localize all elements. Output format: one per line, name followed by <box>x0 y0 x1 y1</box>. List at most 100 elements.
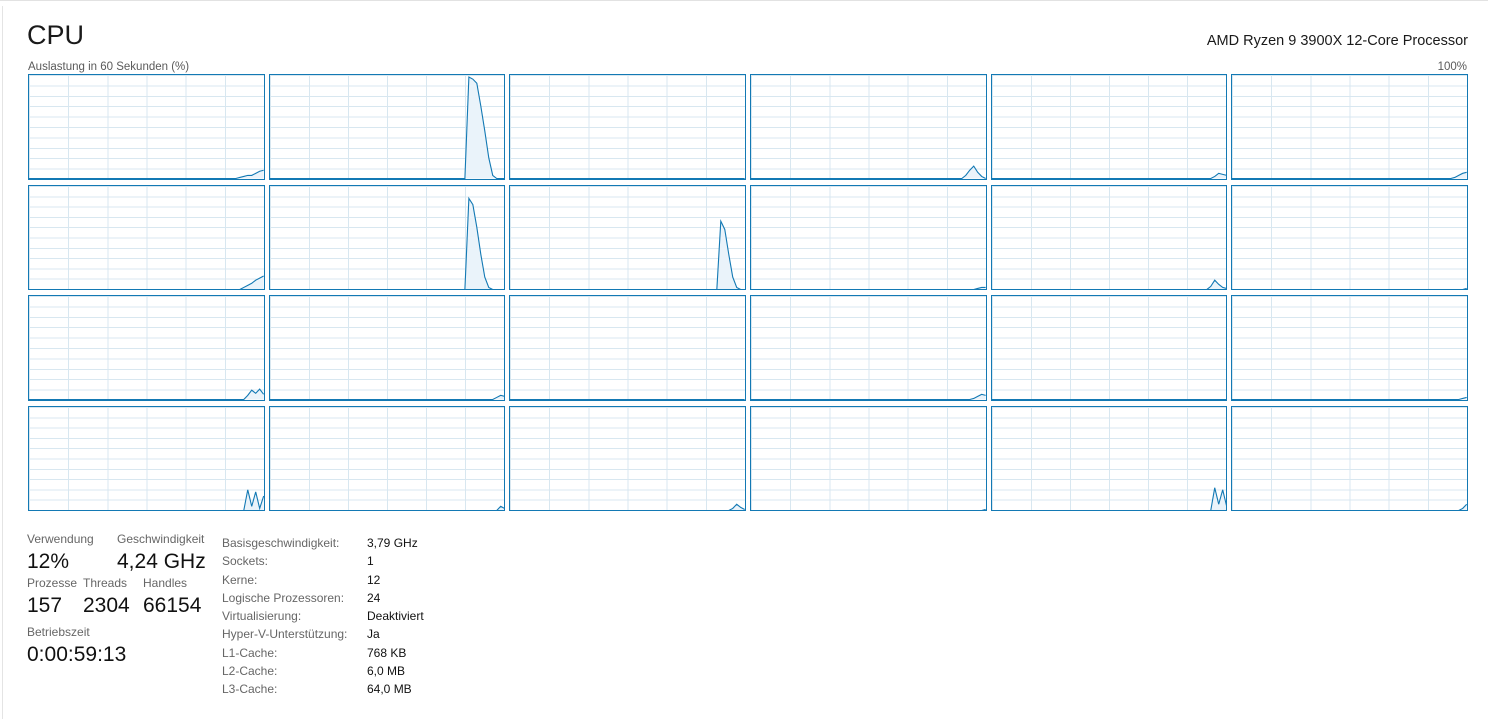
cpu-graph-cell[interactable] <box>28 74 265 180</box>
detail-label: Virtualisierung: <box>222 609 302 624</box>
detail-row: L2-Cache: 6,0 MB <box>222 662 552 680</box>
cpu-usage-trace <box>1232 296 1467 400</box>
graph-gridlines <box>29 75 264 179</box>
cpu-graph-cell[interactable] <box>28 405 265 511</box>
detail-row: Hyper-V-Unterstützung: Ja <box>222 625 552 643</box>
graph-gridlines <box>751 406 986 510</box>
cpu-usage-trace <box>510 296 745 400</box>
cpu-graph-cell[interactable] <box>990 74 1228 180</box>
cpu-usage-trace <box>510 186 745 289</box>
detail-label: Sockets: <box>222 554 269 569</box>
detail-value: Deaktiviert <box>367 609 424 624</box>
stat-item: Geschwindigkeit 4,24 GHz <box>117 531 206 575</box>
cpu-usage-trace <box>1232 75 1467 179</box>
stat-label: Betriebszeit <box>27 625 90 639</box>
detail-value: 3,79 GHz <box>367 536 418 550</box>
graph-gridlines <box>29 185 264 289</box>
graph-gridlines <box>510 406 745 510</box>
detail-label: Kerne: <box>222 572 258 587</box>
cpu-graph-cell[interactable] <box>1231 295 1468 401</box>
cpu-graph-cell[interactable] <box>1231 405 1468 511</box>
logical-processor-graph-grid[interactable] <box>28 74 1468 511</box>
detail-row: Virtualisierung: Deaktiviert <box>222 607 552 625</box>
detail-label: Basisgeschwindigkeit: <box>222 536 340 550</box>
detail-label: L2-Cache: <box>222 664 278 679</box>
cpu-graph-cell[interactable] <box>750 74 987 180</box>
cpu-graph-cell[interactable] <box>509 295 746 401</box>
cpu-usage-trace <box>510 407 745 510</box>
detail-value: 1 <box>367 554 374 569</box>
cpu-usage-trace <box>751 186 986 289</box>
cpu-details-table: Basisgeschwindigkeit: 3,79 GHz Sockets: 1 Ke… <box>222 534 552 699</box>
graph-gridlines <box>1232 185 1467 289</box>
cpu-graph-cell[interactable] <box>28 295 265 401</box>
cpu-graph-cell[interactable] <box>750 405 987 511</box>
graph-gridlines <box>1232 75 1467 179</box>
stat-value: 0:00:59:13 <box>27 643 127 666</box>
graph-gridlines <box>1232 406 1467 510</box>
cpu-graph-cell[interactable] <box>990 405 1228 511</box>
detail-value: Ja <box>367 627 380 642</box>
cpu-graph-cell[interactable] <box>990 295 1228 401</box>
stats-row-uptime: Betriebszeit 0:00:59:13 <box>27 624 227 668</box>
cpu-graph-cell[interactable] <box>990 184 1228 290</box>
graph-gridlines <box>29 296 264 400</box>
graph-gridlines <box>991 185 1227 289</box>
detail-row: Sockets: 1 <box>222 552 552 570</box>
stat-label: Threads <box>83 576 128 590</box>
detail-row: Kerne: 12 <box>222 571 552 589</box>
cpu-graph-cell[interactable] <box>268 184 506 290</box>
graph-caption: Auslastung in 60 Sekunden (%) <box>28 61 190 73</box>
stat-label: Verwendung <box>27 532 94 546</box>
cpu-usage-trace <box>269 296 505 400</box>
header: CPU AMD Ryzen 9 3900X 12-Core Processor <box>27 19 1468 59</box>
cpu-usage-trace <box>991 407 1227 510</box>
detail-value: 6,0 MB <box>367 664 406 679</box>
cpu-usage-trace <box>1232 186 1467 289</box>
graph-gridlines <box>269 296 505 400</box>
detail-row: Basisgeschwindigkeit: 3,79 GHz <box>222 534 552 552</box>
cpu-usage-trace <box>991 75 1227 179</box>
stat-label: Geschwindigkeit <box>117 532 205 546</box>
cpu-usage-trace <box>269 407 505 510</box>
graph-gridlines <box>991 296 1227 400</box>
graph-gridlines <box>751 296 986 400</box>
graph-max-label: 100% <box>1437 61 1467 73</box>
stat-label: Prozesse <box>27 576 78 590</box>
cpu-usage-trace <box>991 186 1227 289</box>
cpu-graph-cell[interactable] <box>1231 184 1468 290</box>
page-title: CPU <box>27 20 85 50</box>
detail-row: L1-Cache: 768 KB <box>222 644 552 662</box>
stats-block: Verwendung 12% Geschwindigkeit 4,24 GHz Pro… <box>27 531 227 668</box>
cpu-graph-cell[interactable] <box>1231 74 1468 180</box>
graph-gridlines <box>991 406 1227 510</box>
cpu-graph-cell[interactable] <box>750 295 987 401</box>
cpu-usage-trace <box>29 407 264 510</box>
cpu-graph-cell[interactable] <box>28 184 265 290</box>
detail-value: 24 <box>367 590 381 605</box>
cpu-usage-trace <box>29 186 264 289</box>
graph-gridlines <box>751 75 986 179</box>
graph-gridlines <box>510 75 745 179</box>
stat-item: Handles 66154 <box>143 575 201 619</box>
cpu-graph-cell[interactable] <box>268 405 506 511</box>
detail-value: 768 KB <box>367 645 407 660</box>
cpu-graph-cell[interactable] <box>509 405 746 511</box>
graph-gridlines <box>510 296 745 400</box>
cpu-graph-cell[interactable] <box>509 184 746 290</box>
detail-label: L3-Cache: <box>222 682 278 697</box>
cpu-graph-cell[interactable] <box>268 74 506 180</box>
graph-gridlines <box>991 75 1227 179</box>
cpu-usage-trace <box>269 75 505 179</box>
stats-row-processes-threads-handles: Prozesse 157 Threads 2304 Handles 66154 <box>27 575 227 619</box>
cpu-usage-trace <box>269 186 505 289</box>
cpu-graph-cell[interactable] <box>750 184 987 290</box>
cpu-usage-trace <box>1232 407 1467 510</box>
graph-gridlines <box>1232 296 1467 400</box>
cpu-graph-cell[interactable] <box>509 74 746 180</box>
cpu-graph-cell[interactable] <box>268 295 506 401</box>
graph-gridlines <box>269 406 505 510</box>
cpu-usage-trace <box>992 296 1227 400</box>
cpu-usage-trace <box>29 75 264 179</box>
